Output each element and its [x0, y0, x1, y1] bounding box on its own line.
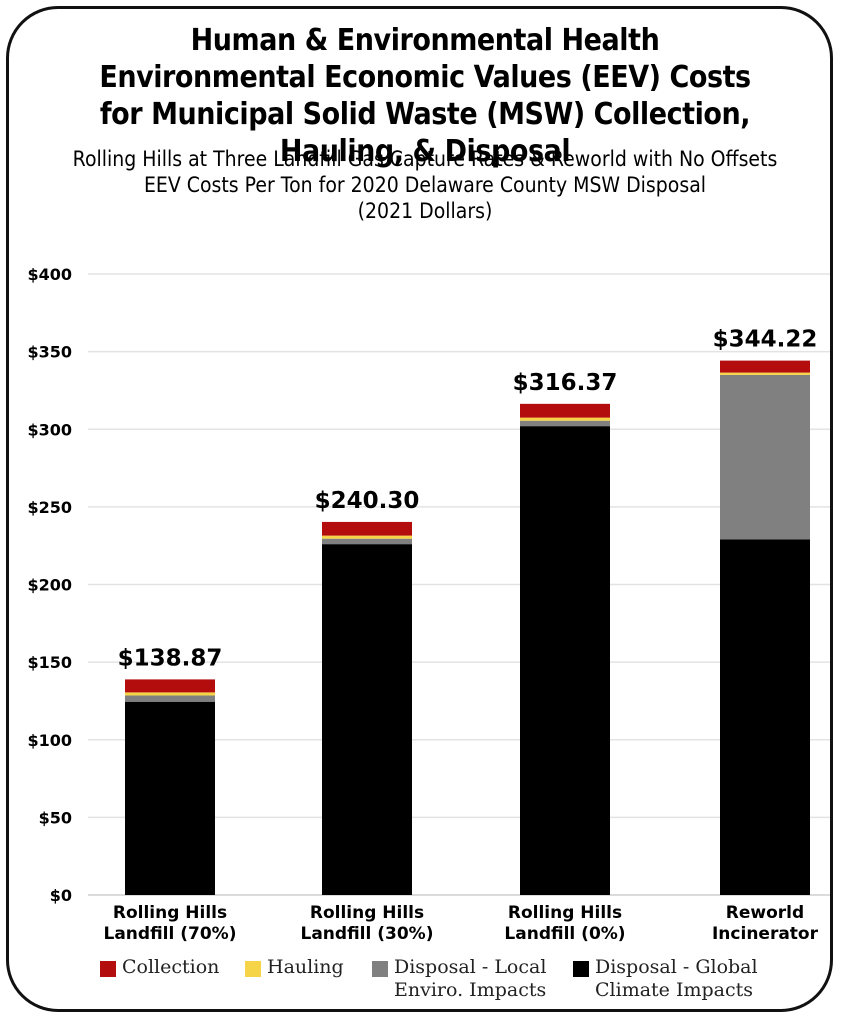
x-category-label: Rolling Hills Landfill (70%): [104, 903, 237, 944]
subtitle-line-1: Rolling Hills at Three Landfill Gas Capt…: [72, 147, 778, 171]
bar-segment: [720, 374, 810, 540]
legend-swatch: [573, 961, 589, 977]
total-value-label: $240.30: [315, 488, 420, 514]
total-value-label: $344.22: [713, 327, 818, 353]
y-tick-label: $100: [27, 731, 72, 750]
bar-segment: [720, 372, 810, 375]
legend-item: Disposal - Global Climate Impacts: [573, 956, 758, 1002]
bar-segment: [520, 417, 610, 421]
bar-segment: [520, 420, 610, 427]
legend-item: Disposal - Local Enviro. Impacts: [372, 956, 546, 1002]
x-category-label: Rolling Hills Landfill (0%): [504, 903, 625, 944]
bar-segment: [125, 692, 215, 696]
bar-segment: [322, 535, 412, 539]
y-tick-label: $350: [27, 343, 72, 362]
bar-segment: [720, 360, 810, 373]
legend-label: Collection: [122, 956, 220, 978]
bar-segment: [125, 701, 215, 895]
legend-swatch: [372, 961, 388, 977]
bar-segment: [520, 403, 610, 418]
subtitle-line-3: (2021 Dollars): [357, 199, 493, 223]
legend-item: Collection: [100, 956, 219, 979]
y-tick-label: $150: [27, 653, 72, 672]
legend-item: Hauling: [245, 956, 344, 979]
bar-segment: [322, 521, 412, 536]
y-tick-label: $200: [27, 576, 72, 595]
bar-segment: [125, 679, 215, 693]
y-tick-label: $50: [39, 808, 72, 827]
legend-swatch: [100, 961, 116, 977]
bar-segment: [125, 695, 215, 702]
y-tick-label: $400: [27, 265, 72, 284]
chart-title: Human & Environmental Health Environment…: [99, 23, 751, 169]
y-tick-label: $250: [27, 498, 72, 517]
total-value-label: $316.37: [513, 370, 618, 396]
y-tick-label: $300: [27, 420, 72, 439]
x-category-label: Rolling Hills Landfill (30%): [301, 903, 434, 944]
bar-segment: [322, 538, 412, 545]
total-value-label: $138.87: [118, 645, 223, 671]
y-tick-label: $0: [50, 886, 72, 905]
legend-label: Disposal - Local Enviro. Impacts: [394, 956, 547, 1001]
subtitle-line-2: EEV Costs Per Ton for 2020 Delaware Coun…: [143, 173, 707, 197]
bar-segment: [720, 539, 810, 895]
chart-legend: Collection Hauling Disposal - Local Enviro…: [100, 956, 820, 1006]
x-category-label: Reworld Incinerator: [712, 903, 819, 944]
bar-segment: [322, 544, 412, 895]
legend-label: Hauling: [267, 956, 344, 978]
chart-subtitle: Rolling Hills at Three Landfill Gas Capt…: [61, 146, 790, 224]
legend-swatch: [245, 961, 261, 977]
legend-label: Disposal - Global Climate Impacts: [595, 956, 758, 1001]
bar-segment: [520, 426, 610, 895]
